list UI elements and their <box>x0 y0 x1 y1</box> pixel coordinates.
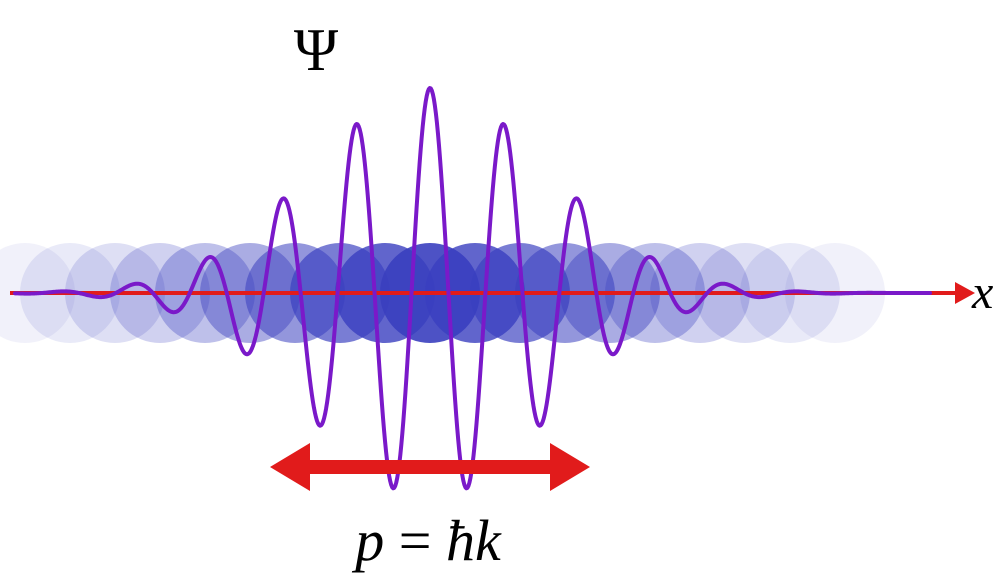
momentum-equation: p = ħk <box>351 508 502 573</box>
psi-label: Ψ <box>294 17 339 83</box>
x-axis-label: x <box>971 266 993 319</box>
wave-packet-diagram: Ψx p = ħk <box>0 0 1000 587</box>
